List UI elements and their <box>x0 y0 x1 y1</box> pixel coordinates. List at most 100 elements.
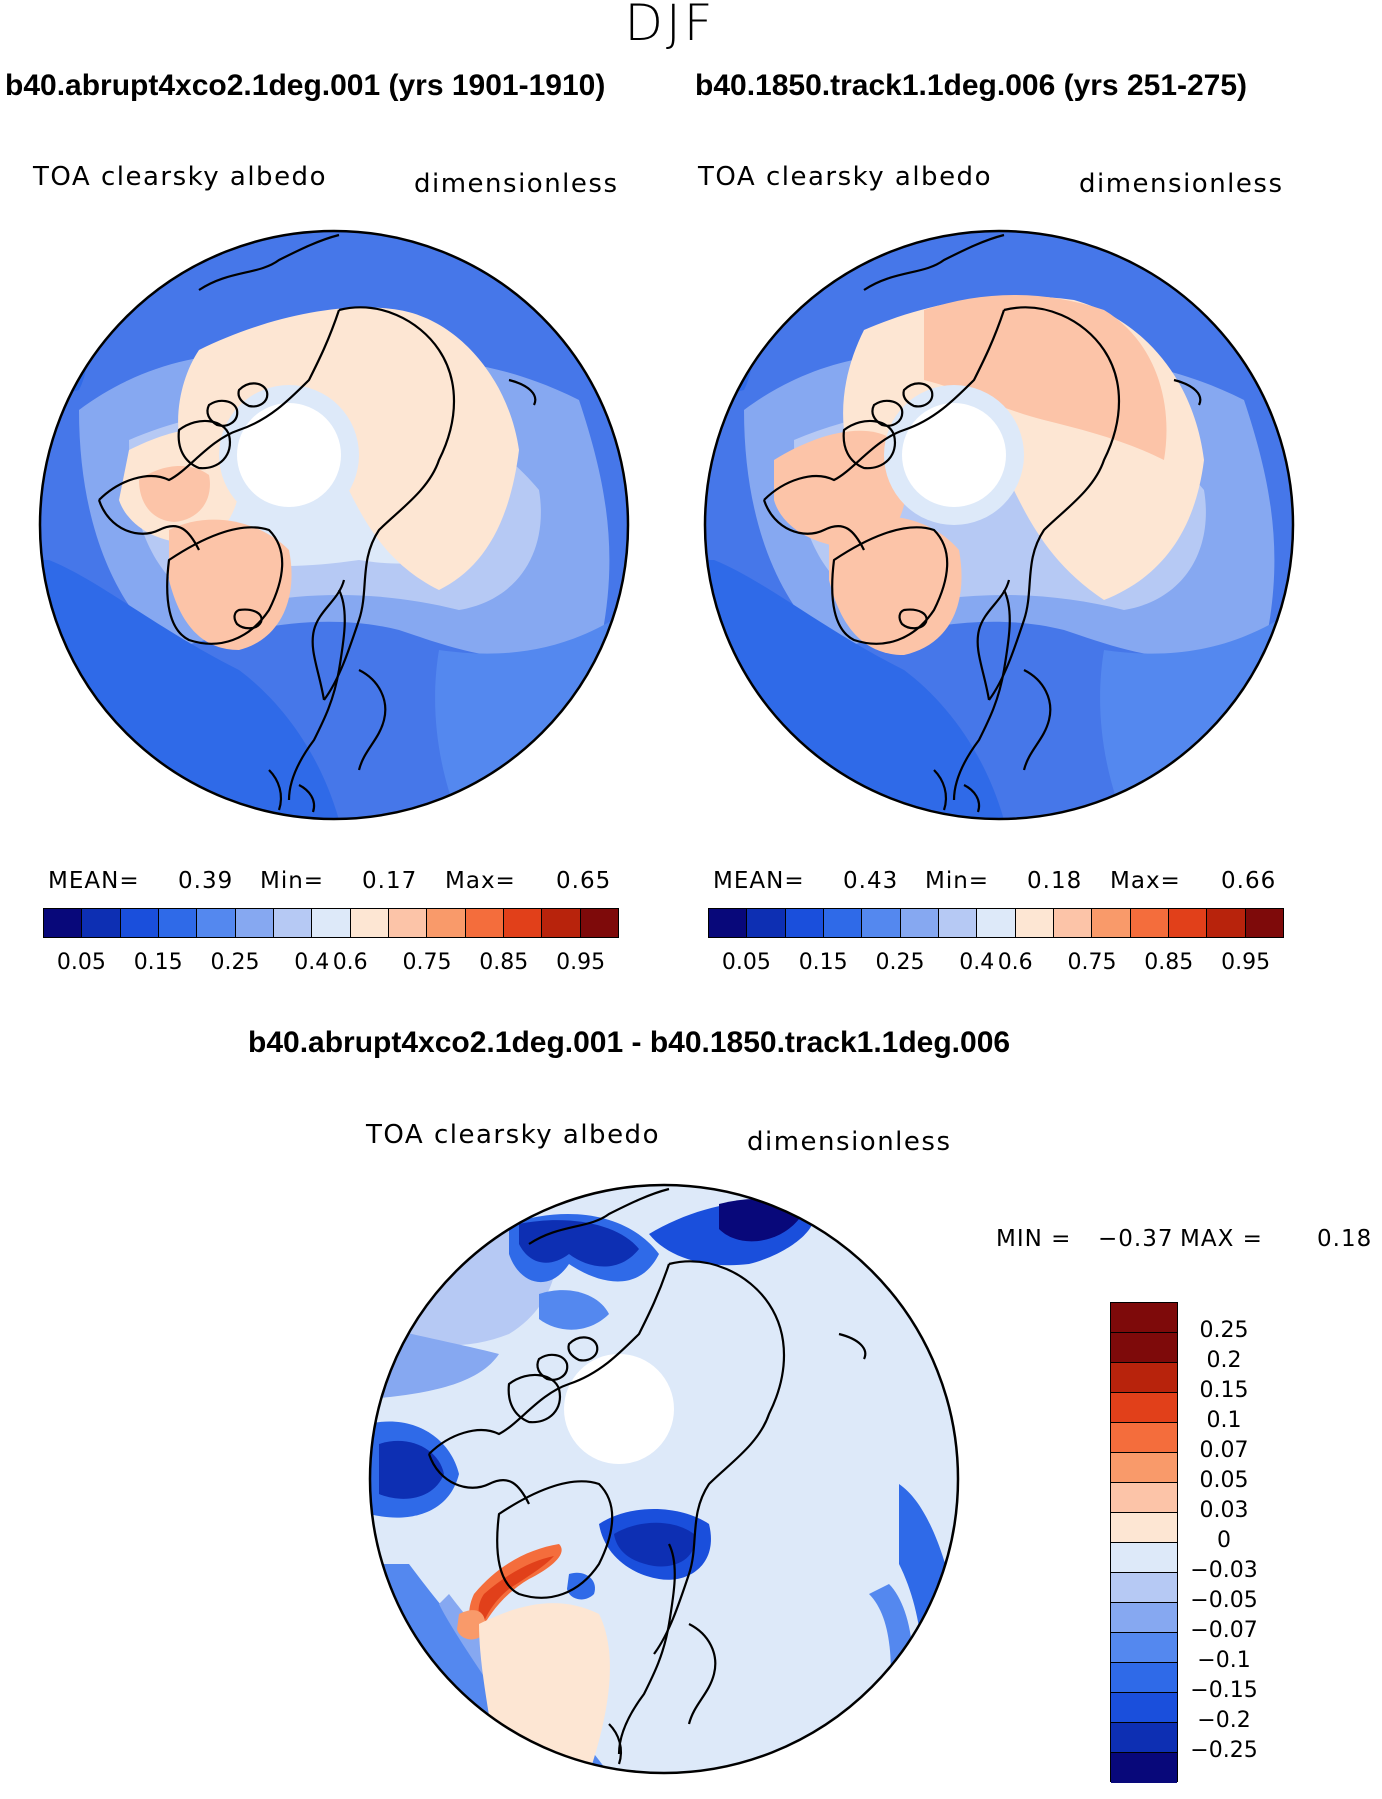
diff-colorbar-swatch <box>1111 1333 1177 1363</box>
right-variable-label: TOA clearsky albedo <box>698 162 992 192</box>
left-variable-label: TOA clearsky albedo <box>33 162 327 192</box>
right-colorbar-swatch <box>747 909 786 937</box>
left-panel-title: b40.abrupt4xco2.1deg.001 (yrs 1901-1910) <box>5 69 606 102</box>
diff-min-value: −0.37 <box>1098 1226 1174 1252</box>
diff-colorbar-tick-label: −0.25 <box>1190 1738 1258 1763</box>
left-mean-label: MEAN= <box>48 868 140 894</box>
diff-colorbar-tick-label: 0.1 <box>1206 1408 1242 1433</box>
diff-colorbar-swatch <box>1111 1393 1177 1423</box>
left-colorbar-tick-label: 0.05 <box>56 950 106 975</box>
right-colorbar-swatch <box>862 909 901 937</box>
diff-colorbar-tick-label: 0.03 <box>1199 1498 1249 1523</box>
diff-colorbar-tick-label: 0.2 <box>1206 1348 1242 1373</box>
left-min-label: Min= <box>260 868 325 894</box>
right-min-label: Min= <box>925 868 990 894</box>
diff-colorbar-tick-label: −0.03 <box>1190 1558 1258 1583</box>
left-colorbar-swatch <box>350 909 389 937</box>
left-colorbar-swatch <box>427 909 466 937</box>
diff-colorbar-swatch <box>1111 1513 1177 1543</box>
left-polar-map <box>38 229 630 821</box>
left-min-value: 0.17 <box>362 868 418 894</box>
left-colorbar-swatch <box>82 909 121 937</box>
left-max-value: 0.65 <box>556 868 612 894</box>
diff-colorbar-swatch <box>1111 1603 1177 1633</box>
left-colorbar-swatch <box>312 909 351 937</box>
diff-colorbar-tick-label: −0.07 <box>1190 1618 1258 1643</box>
left-colorbar-swatch <box>465 909 504 937</box>
left-colorbar-swatch <box>158 909 198 937</box>
right-colorbar-tick-label: 0.15 <box>798 950 848 975</box>
diff-colorbar-tick-label: −0.05 <box>1190 1588 1258 1613</box>
left-colorbar <box>43 908 619 938</box>
left-colorbar-tick-label: 0.95 <box>556 950 606 975</box>
right-colorbar-swatch <box>938 909 978 937</box>
diff-colorbar-tick-label: −0.15 <box>1190 1678 1258 1703</box>
diff-colorbar-swatch <box>1111 1633 1177 1663</box>
diff-colorbar-tick-label: 0.07 <box>1199 1438 1249 1463</box>
diff-colorbar-swatch <box>1111 1303 1177 1333</box>
diff-min-label: MIN = <box>996 1226 1072 1252</box>
right-colorbar-tick-label: 0.95 <box>1221 950 1271 975</box>
right-colorbar-swatch <box>1245 909 1283 937</box>
right-colorbar-tick-label: 0.6 <box>997 950 1033 975</box>
right-colorbar-swatch <box>1053 909 1093 937</box>
right-min-value: 0.18 <box>1027 868 1083 894</box>
diff-colorbar-swatch <box>1111 1423 1177 1453</box>
left-max-label: Max= <box>445 868 516 894</box>
diff-colorbar-tick-label: 0 <box>1217 1528 1231 1553</box>
diff-colorbar-swatch <box>1111 1573 1177 1603</box>
right-colorbar-tick-label: 0.4 <box>959 950 995 975</box>
diff-colorbar-tick-label: 0.15 <box>1199 1378 1249 1403</box>
right-colorbar-swatch <box>1092 909 1131 937</box>
left-colorbar-tick-label: 0.75 <box>402 950 452 975</box>
left-colorbar-swatch <box>197 909 236 937</box>
diff-colorbar-swatch <box>1111 1363 1177 1393</box>
diff-max-value: 0.18 <box>1317 1226 1373 1252</box>
left-colorbar-swatch <box>120 909 159 937</box>
season-title: DJF <box>624 0 716 52</box>
left-colorbar-swatch <box>503 909 543 937</box>
right-colorbar-swatch <box>823 909 863 937</box>
left-units-label: dimensionless <box>414 169 619 199</box>
right-colorbar-tick-label: 0.25 <box>875 950 925 975</box>
left-colorbar-swatch <box>388 909 428 937</box>
diff-colorbar-tick-label: −0.1 <box>1197 1648 1251 1673</box>
right-mean-value: 0.43 <box>843 868 899 894</box>
diff-colorbar-tick-label: 0.25 <box>1199 1318 1249 1343</box>
diff-panel-title: b40.abrupt4xco2.1deg.001 - b40.1850.trac… <box>248 1026 1011 1059</box>
diff-polar-map <box>368 1183 960 1775</box>
left-colorbar-tick-label: 0.4 <box>294 950 330 975</box>
left-colorbar-swatch <box>273 909 313 937</box>
right-colorbar-swatch <box>1015 909 1054 937</box>
right-max-value: 0.66 <box>1221 868 1277 894</box>
left-colorbar-swatch <box>580 909 618 937</box>
right-polar-map <box>703 229 1295 821</box>
right-colorbar-swatch <box>1130 909 1169 937</box>
right-colorbar-swatch <box>977 909 1016 937</box>
diff-colorbar-swatch <box>1111 1543 1177 1573</box>
diff-colorbar-swatch <box>1111 1453 1177 1483</box>
right-colorbar-tick-label: 0.85 <box>1144 950 1194 975</box>
diff-colorbar-swatch <box>1111 1663 1177 1693</box>
right-units-label: dimensionless <box>1079 169 1284 199</box>
diff-colorbar-tick-label: 0.05 <box>1199 1468 1249 1493</box>
diff-units-label: dimensionless <box>747 1127 952 1157</box>
right-colorbar-swatch <box>900 909 939 937</box>
right-colorbar-tick-label: 0.05 <box>721 950 771 975</box>
right-colorbar-swatch <box>709 909 748 937</box>
left-mean-value: 0.39 <box>178 868 234 894</box>
left-colorbar-tick-label: 0.25 <box>210 950 260 975</box>
right-mean-label: MEAN= <box>713 868 805 894</box>
left-colorbar-tick-label: 0.85 <box>479 950 529 975</box>
right-colorbar-tick-label: 0.75 <box>1067 950 1117 975</box>
diff-max-label: MAX = <box>1180 1226 1263 1252</box>
diff-variable-label: TOA clearsky albedo <box>366 1120 660 1150</box>
right-colorbar <box>708 908 1284 938</box>
diff-colorbar-swatch <box>1111 1753 1177 1783</box>
diff-colorbar-swatch <box>1111 1693 1177 1723</box>
right-max-label: Max= <box>1110 868 1181 894</box>
diff-colorbar-swatch <box>1111 1483 1177 1513</box>
right-colorbar-swatch <box>1207 909 1246 937</box>
diff-colorbar-swatch <box>1111 1723 1177 1753</box>
left-colorbar-swatch <box>542 909 581 937</box>
